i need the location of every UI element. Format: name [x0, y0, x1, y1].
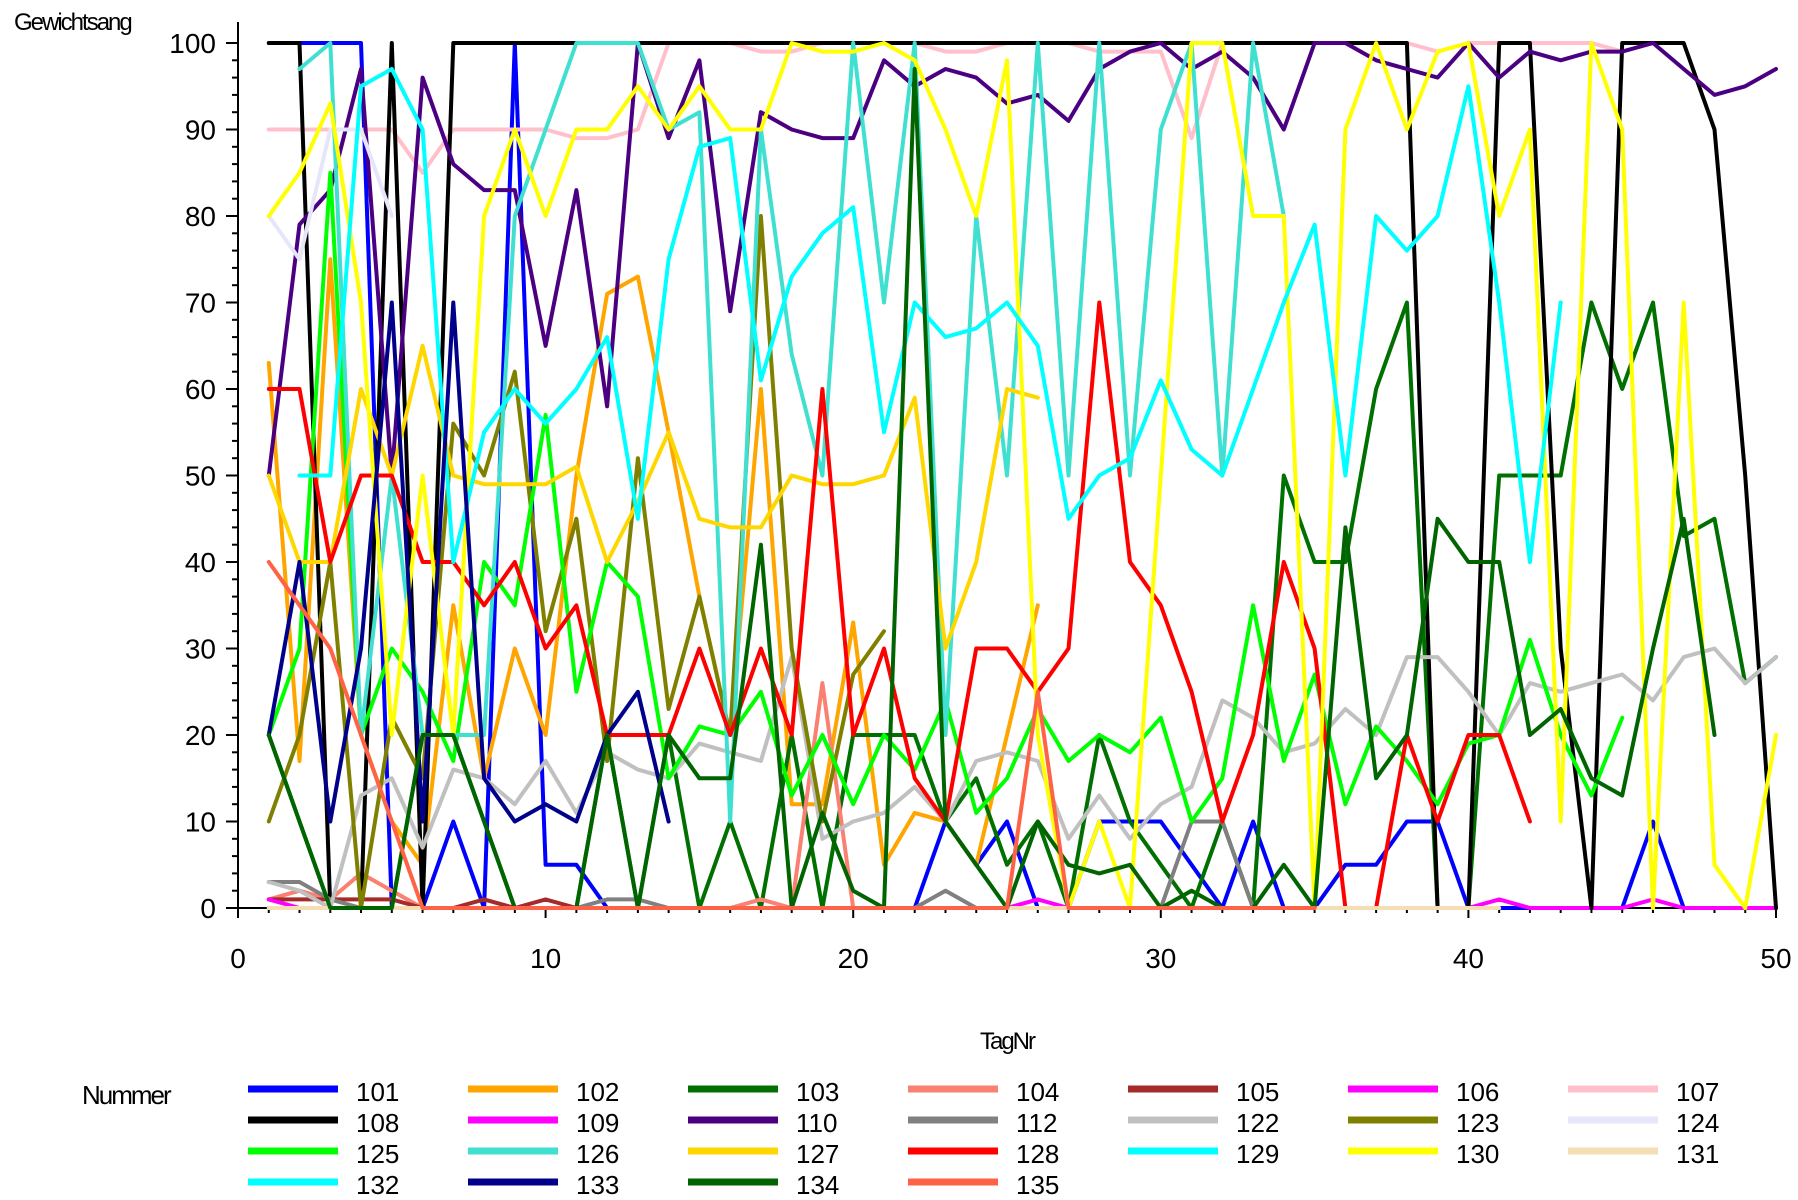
y-ticks: 0 10 20 30 40 50 60 70 80 90 100: [169, 28, 238, 924]
legend-label-110: 110: [796, 1108, 837, 1138]
x-tick-label: 30: [1145, 943, 1176, 974]
x-tick-label: 10: [530, 943, 561, 974]
legend-label-133: 133: [576, 1170, 619, 1200]
legend-label-102: 102: [576, 1077, 619, 1107]
legend-label-104: 104: [1016, 1077, 1059, 1107]
series-line-135: [266, 560, 1317, 910]
legend-label-127: 127: [796, 1139, 839, 1169]
x-tick-label: 0: [230, 943, 246, 974]
series-line-108: [266, 41, 1778, 910]
legend-label-132: 132: [356, 1170, 399, 1200]
legend-label-123: 123: [1456, 1108, 1499, 1138]
series-line-127: [266, 343, 1040, 651]
legend-label-128: 128: [1016, 1139, 1059, 1169]
x-tick-label: 50: [1760, 943, 1791, 974]
series-line-124: [266, 127, 394, 262]
legend: Nummer 101 102 103 104 105 106 107 108 109 110 112…: [82, 1077, 1719, 1200]
series-line-130: [266, 41, 1778, 910]
legend-label-131: 131: [1676, 1139, 1719, 1169]
legend-label-107: 107: [1676, 1077, 1719, 1107]
x-axis-title: TagNr: [980, 1028, 1036, 1055]
series-line-132: [297, 67, 1563, 564]
legend-label-129: 129: [1236, 1139, 1279, 1169]
x-ticks: 0 10 20 30 40 50: [230, 908, 1792, 974]
series-line-102: [266, 257, 1040, 867]
legend-label-124: 124: [1676, 1108, 1719, 1138]
legend-label-106: 106: [1456, 1077, 1499, 1107]
legend-label-125: 125: [356, 1139, 399, 1169]
series-line-110: [266, 41, 1778, 478]
y-tick-label: 20: [185, 720, 216, 751]
y-tick-label: 60: [185, 374, 216, 405]
y-tick-label: 50: [185, 461, 216, 492]
plot-lines: [266, 41, 1778, 910]
legend-label-134: 134: [796, 1170, 839, 1200]
y-tick-label: 70: [185, 288, 216, 319]
y-tick-label: 90: [185, 115, 216, 146]
legend-label-130: 130: [1456, 1139, 1499, 1169]
legend-title: Nummer: [82, 1080, 172, 1110]
legend-label-122: 122: [1236, 1108, 1279, 1138]
series-line-134: [266, 67, 1717, 910]
legend-label-126: 126: [576, 1139, 619, 1169]
y-tick-label: 40: [185, 547, 216, 578]
legend-label-108: 108: [356, 1108, 399, 1138]
series-line-107: [266, 41, 1625, 175]
legend-label-135: 135: [1016, 1170, 1059, 1200]
x-tick-label: 20: [838, 943, 869, 974]
y-tick-label: 100: [169, 28, 216, 59]
y-tick-label: 0: [200, 893, 216, 924]
y-tick-label: 80: [185, 201, 216, 232]
series-line-133: [266, 300, 671, 824]
y-tick-label: 10: [185, 807, 216, 838]
legend-label-109: 109: [576, 1108, 619, 1138]
y-tick-label: 30: [185, 634, 216, 665]
series-line-122: [266, 646, 1778, 910]
legend-label-112: 112: [1016, 1108, 1057, 1138]
series-line-126: [297, 41, 1286, 824]
legend-label-105: 105: [1236, 1077, 1279, 1107]
y-axis-title: Gewichtsang: [14, 9, 131, 36]
legend-label-103: 103: [796, 1077, 839, 1107]
legend-label-101: 101: [356, 1077, 399, 1107]
series-line-123: [266, 214, 886, 910]
x-tick-label: 40: [1453, 943, 1484, 974]
series-line-128: [266, 300, 1532, 910]
